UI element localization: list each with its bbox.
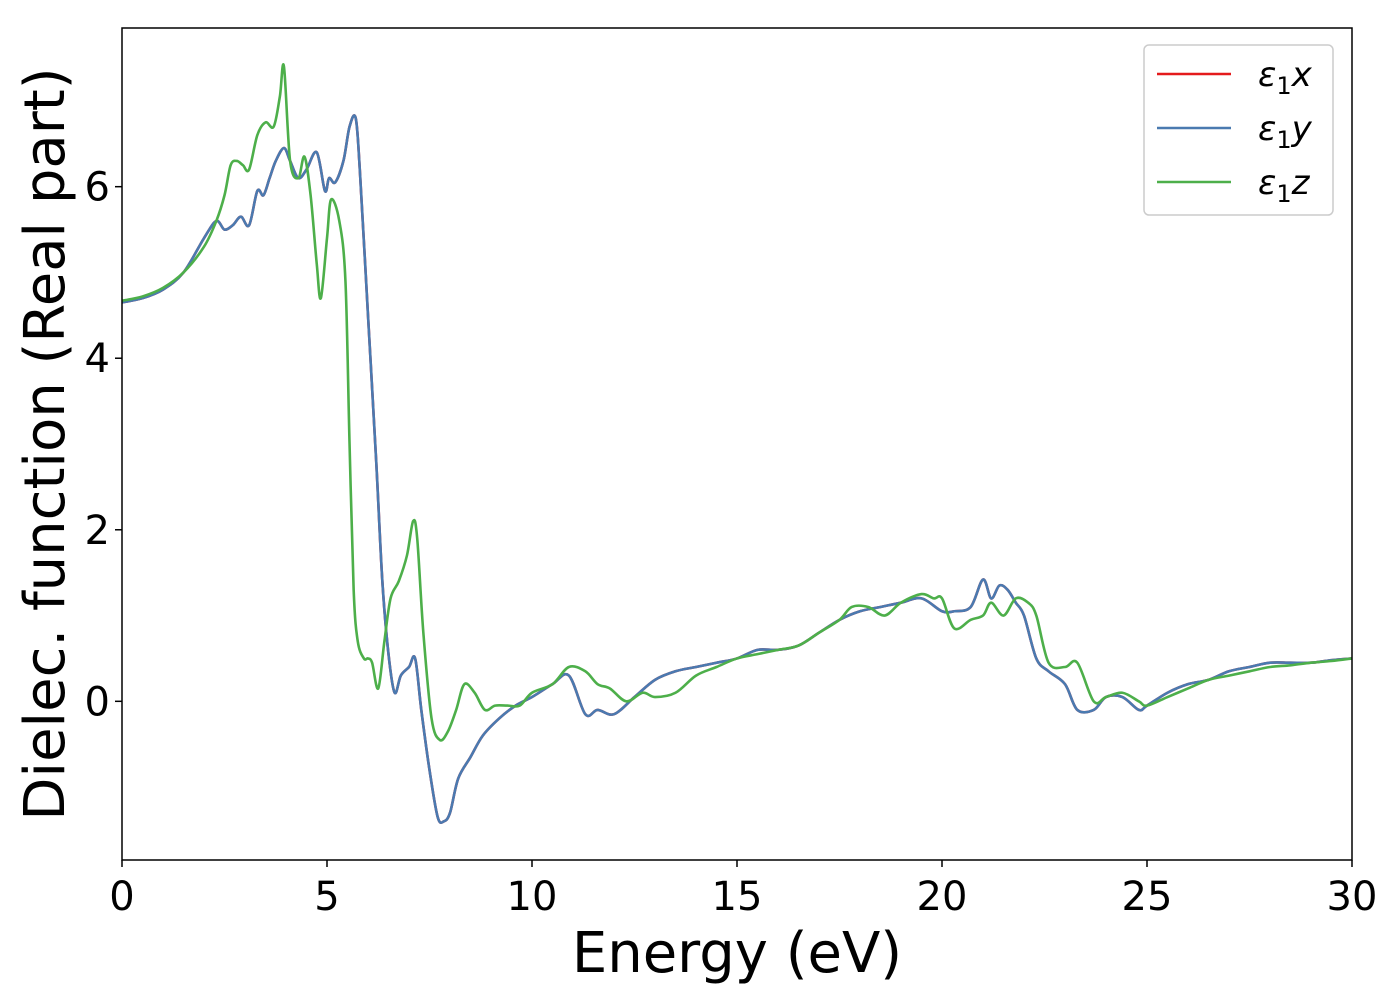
y-tick-label: 6 xyxy=(85,165,110,211)
legend-box xyxy=(1143,44,1334,216)
x-tick-label: 20 xyxy=(917,874,968,920)
x-tick-label: 5 xyxy=(314,874,339,920)
legend-label-suffix: z xyxy=(1291,163,1311,203)
x-axis-title: Energy (eV) xyxy=(572,921,902,986)
y-axis: 0 2 4 6 xyxy=(85,165,122,725)
legend-label-z: ε1z xyxy=(1258,163,1311,208)
legend-label-sub: 1 xyxy=(1276,126,1291,154)
series-line-z xyxy=(122,63,1352,742)
legend-label-x: ε1x xyxy=(1258,55,1313,100)
x-tick-label: 0 xyxy=(109,874,134,920)
x-tick-label: 30 xyxy=(1327,874,1378,920)
y-tick-label: 0 xyxy=(85,679,110,725)
legend-label-main: ε xyxy=(1258,163,1276,203)
series-layer xyxy=(122,63,1352,825)
legend-label-suffix: x xyxy=(1291,55,1313,95)
legend-label-suffix: y xyxy=(1291,109,1313,149)
y-tick-label: 2 xyxy=(85,508,110,554)
legend-label-main: ε xyxy=(1258,55,1276,95)
x-tick-label: 10 xyxy=(507,874,558,920)
x-tick-label: 15 xyxy=(712,874,763,920)
legend-label-sub: 1 xyxy=(1276,180,1291,208)
x-tick-label: 25 xyxy=(1122,874,1173,920)
y-axis-title: Dielec. function (Real part) xyxy=(13,67,78,820)
legend-label-y: ε1y xyxy=(1258,109,1313,154)
x-axis: 0 5 10 15 20 25 30 xyxy=(109,860,1377,920)
legend-label-main: ε xyxy=(1258,109,1276,149)
legend-label-sub: 1 xyxy=(1276,72,1291,100)
y-tick-label: 4 xyxy=(85,336,110,382)
